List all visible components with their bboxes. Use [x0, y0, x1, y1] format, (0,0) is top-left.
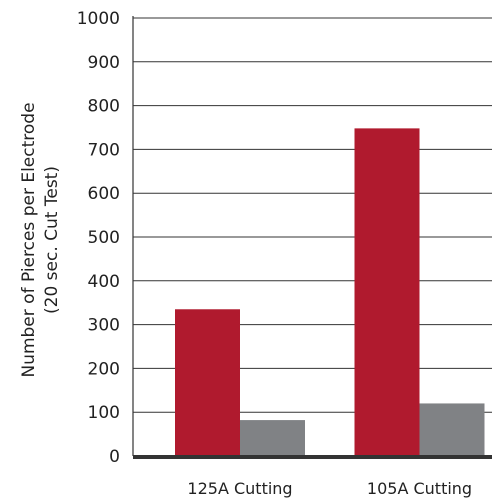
bar-2-series-2 — [419, 403, 485, 456]
category-label: 105A Cutting — [367, 479, 472, 498]
y-tick-label: 900 — [88, 53, 120, 73]
y-tick-label: 400 — [88, 272, 120, 292]
y-tick-label: 200 — [88, 359, 120, 379]
bars — [175, 128, 485, 456]
y-tick-label: 700 — [88, 140, 120, 160]
y-tick-label: 1000 — [77, 9, 120, 29]
category-label: 125A Cutting — [187, 479, 292, 498]
y-tick-label: 0 — [109, 447, 120, 467]
y-tick-label: 800 — [88, 97, 120, 117]
y-tick-label: 300 — [88, 316, 120, 336]
y-axis-subtitle: (20 sec. Cut Test) — [42, 166, 62, 314]
bar-2-series-1 — [354, 128, 420, 456]
y-tick-label: 600 — [88, 184, 120, 204]
y-tick-label: 500 — [88, 228, 120, 248]
bar-1-series-2 — [240, 420, 305, 456]
y-tick-labels: 0 100 200 300 400 500 600 700 800 900 1000 — [77, 9, 120, 467]
y-tick-label: 100 — [88, 403, 120, 423]
category-labels: 125A Cutting 105A Cutting — [187, 479, 472, 498]
y-axis-title: Number of Pierces per Electrode — [19, 102, 39, 377]
bar-1-series-1 — [175, 309, 240, 456]
